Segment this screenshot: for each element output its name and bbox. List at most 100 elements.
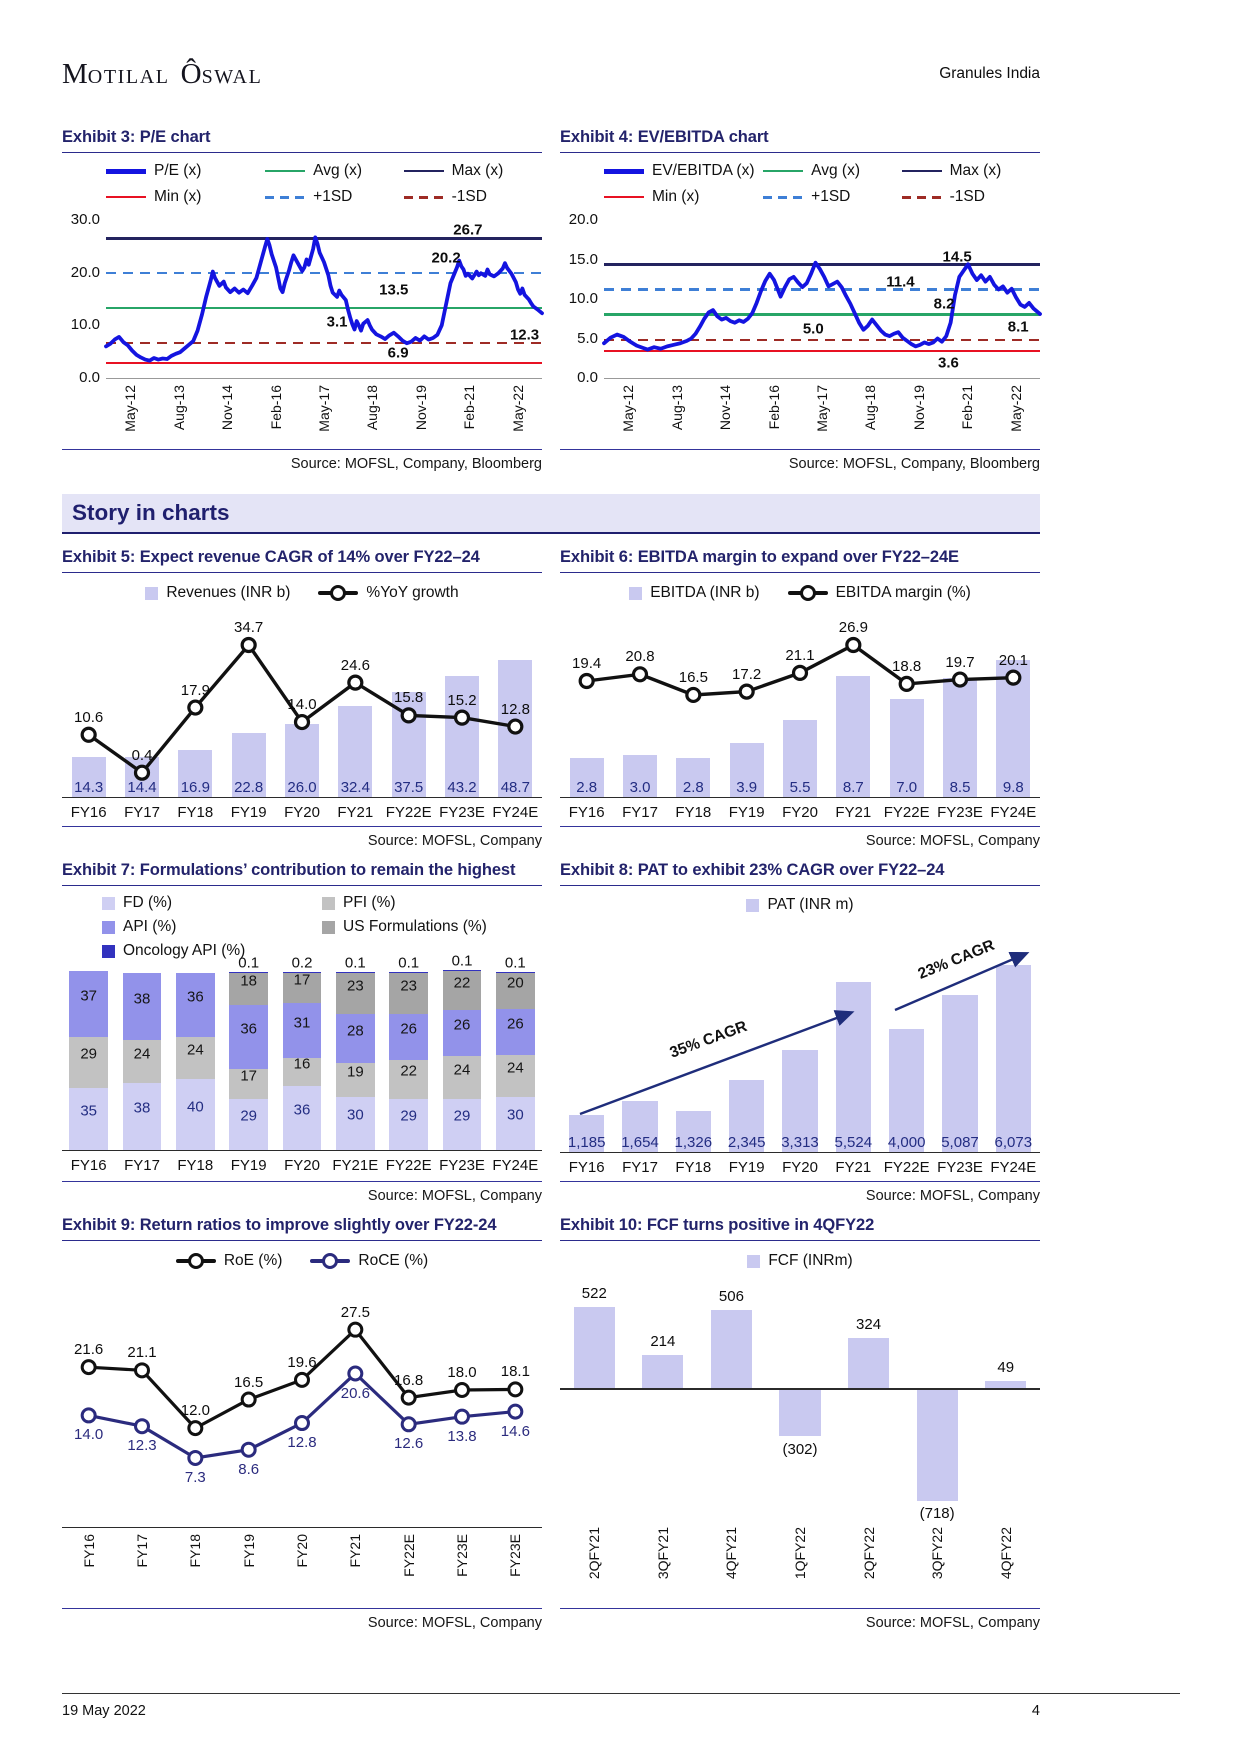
bar-value-label: 506 xyxy=(718,1287,744,1305)
x-label-text: 3QFY21 xyxy=(654,1527,671,1580)
ev-ebitda-chart: EV/EBITDA (x) Avg (x) Max (x) Min (x) +1SD -1… xyxy=(560,159,1040,449)
legend-item: US Formulations (%) xyxy=(322,918,542,936)
segment-value-label: 24 xyxy=(453,1061,471,1078)
exhibit-8-source: Source: MOFSL, Company xyxy=(560,1181,1040,1204)
plot-area: 2.8 3.0 2.8 3.9 5.5 8.7 7.0 8.5 9.8 19.4 20.8 16.5 1… xyxy=(560,607,1040,798)
x-label: FY22E xyxy=(385,803,432,821)
x-axis-labels: 2QFY21 3QFY21 4QFY21 1QFY22 2QFY22 3QFY22 4QFY… xyxy=(560,1527,1040,1603)
bar xyxy=(916,1389,958,1501)
bar-value-label: 214 xyxy=(650,1333,676,1351)
legend-line-icon xyxy=(265,195,306,199)
legend-item: Max (x) xyxy=(403,162,542,180)
zero-axis-line xyxy=(560,1388,1040,1390)
legend-item: %YoY growth xyxy=(318,584,459,602)
x-label-text: 4QFY21 xyxy=(723,1527,740,1580)
line-value-label: 17.2 xyxy=(732,665,762,683)
exhibit-9: Exhibit 9: Return ratios to improve slig… xyxy=(62,1216,542,1631)
x-label: 2QFY22 xyxy=(834,1527,903,1603)
x-label: 3QFY22 xyxy=(903,1527,972,1603)
stack-segment xyxy=(442,1098,482,1150)
line-value-label: 14.0 xyxy=(74,1426,104,1444)
line-value-label: 8.6 xyxy=(238,1460,260,1478)
legend-label: PFI (%) xyxy=(343,894,396,911)
x-label: May-12 xyxy=(106,385,154,449)
x-label: Nov-14 xyxy=(203,385,251,449)
exhibit-9-source: Source: MOFSL, Company xyxy=(62,1608,542,1631)
x-label: FY23E xyxy=(489,1534,542,1608)
exhibit-10-title: Exhibit 10: FCF turns positive in 4QFY22 xyxy=(560,1216,1040,1241)
x-label: FY23E xyxy=(439,803,485,821)
bar-value-label: 14.4 xyxy=(127,779,157,796)
bar-value-label: 43.2 xyxy=(447,779,477,796)
bar-value-label: (718) xyxy=(919,1505,955,1523)
x-label-text: FY20 xyxy=(293,1534,310,1568)
line-value-label: 14.0 xyxy=(287,696,317,714)
x-label: FY23E xyxy=(435,1534,488,1608)
page-content: MOTILAL ÔSWAL Granules India Exhibit 3: P… xyxy=(62,0,1040,1631)
bar-value-label: 2.8 xyxy=(576,779,598,796)
bar xyxy=(569,757,604,797)
legend-line-icon xyxy=(106,168,146,174)
x-label: Aug-18 xyxy=(348,385,396,449)
legend-label: RoCE (%) xyxy=(358,1252,429,1269)
stack-segment xyxy=(282,1058,322,1087)
x-label: FY17 xyxy=(622,803,658,821)
x-label-text: FY16 xyxy=(80,1534,97,1568)
bar xyxy=(569,1115,605,1152)
stack-segment xyxy=(336,1096,375,1150)
x-label: FY16 xyxy=(568,803,605,821)
chart-legend: FCF (INRm) xyxy=(560,1247,1040,1275)
legend-line-icon xyxy=(265,169,306,173)
stack-segment xyxy=(496,972,535,974)
stack-segment xyxy=(389,1059,428,1099)
legend-line-icon xyxy=(763,169,804,173)
stack-segment xyxy=(496,1054,535,1097)
line-value-label: 21.1 xyxy=(785,646,815,664)
pat-chart: PAT (INR m) 1,185 1,654 1,326 2,345 3,313 5,52… xyxy=(560,892,1040,1181)
x-label: 4QFY22 xyxy=(971,1527,1040,1603)
page-number: 4 xyxy=(1031,1703,1040,1719)
exhibit-9-title: Exhibit 9: Return ratios to improve slig… xyxy=(62,1216,542,1241)
bar-value-label: 1,185 xyxy=(567,1134,606,1151)
plus1sd-line xyxy=(106,271,542,275)
legend-swatch-icon xyxy=(145,586,159,600)
legend-swatch-icon xyxy=(322,920,335,934)
top-value-label: 0.2 xyxy=(291,954,313,972)
x-label: Feb-21 xyxy=(943,385,991,449)
page-footer: 19 May 2022 4 xyxy=(62,1693,1180,1719)
x-label: 3QFY21 xyxy=(629,1527,698,1603)
x-label-text: FY21 xyxy=(347,1534,364,1568)
x-label: Nov-19 xyxy=(397,385,445,449)
y-tick-label: 20.0 xyxy=(70,263,100,281)
stack-segment xyxy=(336,1063,375,1097)
x-label-text: Aug-13 xyxy=(170,385,187,431)
bar-value-label: 26.0 xyxy=(287,779,317,796)
x-label-text: 2QFY22 xyxy=(860,1527,877,1580)
stack-segment xyxy=(122,1082,162,1150)
avg-line xyxy=(106,306,542,310)
report-date: 19 May 2022 xyxy=(62,1703,146,1719)
legend-item: API (%) xyxy=(102,918,322,936)
segment-value-label: 26 xyxy=(506,1015,524,1033)
x-label: FY20 xyxy=(284,803,320,821)
legend-label: Oncology API (%) xyxy=(123,942,246,959)
bar-value-label: 9.8 xyxy=(1002,779,1024,796)
mix-chart: FD (%) PFI (%) API (%) US Formulations (%) O… xyxy=(62,892,542,1179)
x-label: May-22 xyxy=(992,385,1040,449)
x-label: FY23E xyxy=(937,803,983,821)
line-value-label: 24.6 xyxy=(340,656,370,674)
line-value-label: 17.9 xyxy=(180,681,210,699)
plot-area: 35 29 37 38 24 38 40 24 36 29 17 36 18 0.1 36 16 31 17 0.2… xyxy=(62,953,542,1151)
legend-label: %YoY growth xyxy=(366,584,459,601)
exhibit-7-title: Exhibit 7: Formulations’ contribution to… xyxy=(62,861,542,886)
legend-label: +1SD xyxy=(811,188,851,205)
stack-segment xyxy=(122,1040,162,1083)
x-label: FY17 xyxy=(115,1534,168,1608)
circle-marker-icon xyxy=(330,585,347,601)
minus1sd-line xyxy=(106,341,542,345)
segment-value-label: 30 xyxy=(346,1106,364,1124)
bar xyxy=(338,706,373,797)
legend-line-icon xyxy=(403,169,444,173)
value-annotation: 26.7 xyxy=(453,221,483,239)
